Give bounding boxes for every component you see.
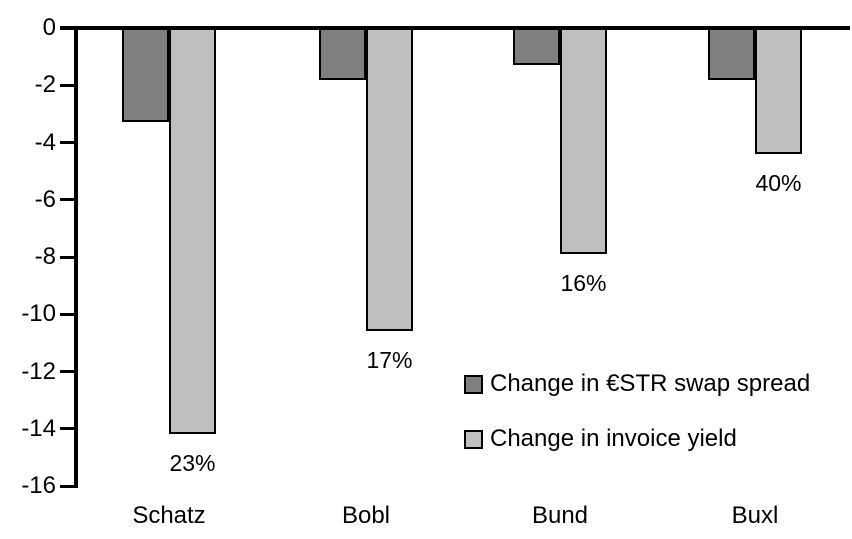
bar-buxl-swap-spread bbox=[708, 28, 755, 80]
y-axis-tick-label: -12 bbox=[21, 357, 56, 385]
x-axis-category-label: Buxl bbox=[731, 502, 779, 529]
bar-schatz-invoice-yield bbox=[169, 28, 216, 435]
data-label: 17% bbox=[366, 347, 413, 374]
legend-swatch-icon bbox=[464, 429, 483, 449]
y-axis-tick-label: -4 bbox=[34, 128, 56, 156]
bar-bund-invoice-yield bbox=[560, 28, 607, 255]
legend-item: Change in invoice yield bbox=[464, 425, 810, 453]
y-axis-tick-label: -2 bbox=[34, 71, 56, 99]
bar-bobl-swap-spread bbox=[319, 28, 366, 80]
y-axis-tick-mark bbox=[60, 484, 74, 488]
x-axis-category-label: Bobl bbox=[341, 502, 391, 529]
y-axis-tick-label: -16 bbox=[21, 472, 56, 499]
y-axis-tick-mark bbox=[60, 255, 74, 259]
y-axis-tick-mark bbox=[60, 141, 74, 144]
legend: Change in €STR swap spread Change in invo… bbox=[464, 370, 810, 453]
bar-bobl-invoice-yield bbox=[366, 28, 413, 332]
y-axis-tick-label: -14 bbox=[21, 414, 56, 442]
y-axis-tick-mark bbox=[60, 312, 74, 316]
y-axis-tick-label: -10 bbox=[21, 300, 56, 328]
legend-item-label: Change in €STR swap spread bbox=[490, 370, 811, 397]
bar-buxl-invoice-yield bbox=[755, 28, 802, 154]
bar-schatz-swap-spread bbox=[122, 28, 169, 123]
y-axis-tick-mark bbox=[60, 83, 74, 87]
x-axis-category-label: Schatz bbox=[132, 502, 206, 529]
legend-item: Change in €STR swap spread bbox=[464, 370, 810, 398]
y-axis-tick-mark bbox=[60, 427, 74, 431]
y-axis-tick-mark bbox=[60, 198, 74, 202]
y-axis-tick-mark bbox=[60, 370, 74, 373]
data-label: 16% bbox=[560, 270, 607, 297]
bar-bund-swap-spread bbox=[513, 28, 560, 66]
x-axis-category-label: Bund bbox=[531, 502, 589, 529]
y-axis-tick-mark bbox=[60, 26, 74, 30]
legend-item-label: Change in invoice yield bbox=[490, 425, 737, 452]
y-axis-tick-label: 0 bbox=[42, 14, 56, 41]
y-axis-tick-label: -8 bbox=[34, 243, 56, 270]
legend-swatch-icon bbox=[464, 374, 483, 394]
y-axis-line bbox=[74, 26, 78, 488]
data-label: 40% bbox=[755, 169, 802, 196]
data-label: 23% bbox=[169, 450, 216, 477]
y-axis-tick-label: -6 bbox=[34, 185, 56, 213]
x-axis-zero-line bbox=[60, 26, 850, 30]
